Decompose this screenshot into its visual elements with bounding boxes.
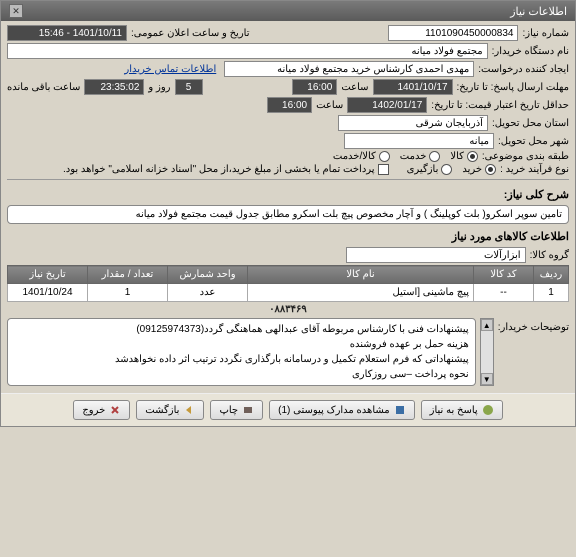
back-button[interactable]: بازگشت <box>136 400 204 420</box>
niaz-no-label: شماره نیاز: <box>522 28 569 39</box>
buyer-unit-field: مجتمع فولاد میانه <box>7 43 488 59</box>
buy-process-radio-group: خرید بازگیری <box>407 164 497 175</box>
category-radio-group: کالا خدمت کالا/خدمت <box>333 151 478 162</box>
print-icon <box>242 404 254 416</box>
obscured-overlay: ۰۸۸۳۴۶۹ <box>7 304 569 315</box>
reply-button[interactable]: پاسخ به نیاز <box>421 400 503 420</box>
contact-info-link[interactable]: اطلاعات تماس خریدار <box>120 63 220 76</box>
th-row: ردیف <box>534 266 569 284</box>
desc-title: شرح کلی نیاز: <box>504 188 569 201</box>
td-unit: عدد <box>168 284 248 302</box>
payment-check[interactable]: پرداخت تمام یا بخشی از مبلغ خرید،از محل … <box>63 164 389 175</box>
button-row: پاسخ به نیاز مشاهده مدارک پیوستی (1) چاپ… <box>1 393 575 426</box>
province-label: استان محل تحویل: <box>492 118 569 129</box>
table-row[interactable]: 1 -- پیچ ماشینی [استیل عدد 1 1401/10/24 <box>8 284 569 302</box>
td-date: 1401/10/24 <box>8 284 88 302</box>
buyer-notes-box: پیشنهادات فنی با کارشناس مربوطه آقای عبد… <box>7 318 476 386</box>
th-unit: واحد شمارش <box>168 266 248 284</box>
window: اطلاعات نیاز ✕ شماره نیاز: 1101090450000… <box>0 0 576 427</box>
td-name: پیچ ماشینی [استیل <box>248 284 474 302</box>
pub-datetime-label: تاریخ و ساعت اعلان عمومی: <box>131 28 250 39</box>
remaining-days-field: 5 <box>175 79 203 95</box>
radio-dot-icon <box>485 164 496 175</box>
th-qty: تعداد / مقدار <box>88 266 168 284</box>
province-field: آذربایجان شرقی <box>338 115 488 131</box>
td-qty: 1 <box>88 284 168 302</box>
td-row: 1 <box>534 284 569 302</box>
buyer-unit-label: نام دستگاه خریدار: <box>492 46 569 57</box>
price-validity-time: 16:00 <box>267 97 312 113</box>
radio-dot-icon <box>429 151 440 162</box>
radio-dot-icon <box>379 151 390 162</box>
exit-button[interactable]: خروج <box>73 400 130 420</box>
attachments-button[interactable]: مشاهده مدارک پیوستی (1) <box>269 400 415 420</box>
price-validity-date: 1402/01/17 <box>347 97 427 113</box>
th-code: کد کالا <box>474 266 534 284</box>
radio-khadamat[interactable]: خدمت <box>400 151 441 162</box>
close-icon[interactable]: ✕ <box>9 4 23 18</box>
desc-box: تامین سوپر اسکرو( بلت کوپلینگ ) و آچار م… <box>7 205 569 224</box>
buyer-notes-label: توضیحات خریدار: <box>498 318 569 333</box>
notes-line: هزینه حمل بر عهده فروشنده <box>14 337 469 352</box>
pub-datetime-field: 1401/10/11 - 15:46 <box>7 25 127 41</box>
radio-kharid[interactable]: خرید <box>462 164 496 175</box>
radio-dot-icon <box>467 151 478 162</box>
requester-label: ایجاد کننده درخواست: <box>478 64 569 75</box>
th-date: تاریخ نیاز <box>8 266 88 284</box>
notes-scrollbar[interactable]: ▲ ▼ <box>480 318 494 386</box>
titlebar: اطلاعات نیاز ✕ <box>1 1 575 21</box>
back-icon <box>183 404 195 416</box>
requester-field: مهدی احمدی کارشناس خرید مجتمع فولاد میان… <box>224 61 474 77</box>
separator <box>7 179 569 180</box>
attachment-icon <box>394 404 406 416</box>
reply-deadline-date: 1401/10/17 <box>373 79 453 95</box>
reply-deadline-label: مهلت ارسال پاسخ: تا تاریخ: <box>457 82 569 93</box>
th-name: نام کالا <box>248 266 474 284</box>
table-header-row: ردیف کد کالا نام کالا واحد شمارش تعداد /… <box>8 266 569 284</box>
saat-label-2: ساعت <box>316 100 343 111</box>
ruz-va-label: روز و <box>148 82 170 93</box>
exit-icon <box>109 404 121 416</box>
remaining-time-field: 23:35:02 <box>84 79 144 95</box>
price-validity-label: حداقل تاریخ اعتبار قیمت: تا تاریخ: <box>431 100 569 111</box>
radio-bargiri[interactable]: بازگیری <box>407 164 453 175</box>
goods-group-label: گروه کالا: <box>530 250 569 261</box>
form-area: شماره نیاز: 1101090450000834 تاریخ و ساع… <box>1 21 575 393</box>
notes-line: نحوه پرداخت –سی روزکاری <box>14 367 469 382</box>
items-table: ردیف کد کالا نام کالا واحد شمارش تعداد /… <box>7 265 569 302</box>
scroll-up-icon[interactable]: ▲ <box>481 319 493 331</box>
reply-deadline-time: 16:00 <box>292 79 337 95</box>
buy-process-label: نوع فرآیند خرید : <box>500 164 569 175</box>
obscured-text: ۰۸۸۳۴۶۹ <box>269 304 307 315</box>
radio-dot-icon <box>441 164 452 175</box>
remaining-suffix-label: ساعت باقی مانده <box>7 82 80 93</box>
city-field: میانه <box>344 133 494 149</box>
notes-line: پیشنهاداتی که فرم استعلام تکمیل و درساما… <box>14 352 469 367</box>
goods-group-field: ابزارآلات <box>346 247 526 263</box>
print-button[interactable]: چاپ <box>210 400 263 420</box>
window-title: اطلاعات نیاز <box>510 5 567 18</box>
saat-label-1: ساعت <box>341 82 368 93</box>
radio-kala[interactable]: کالا <box>450 151 478 162</box>
scroll-down-icon[interactable]: ▼ <box>481 373 493 385</box>
items-title: اطلاعات کالاهای مورد نیاز <box>452 230 569 243</box>
notes-line: پیشنهادات فنی با کارشناس مربوطه آقای عبد… <box>14 322 469 337</box>
niaz-no-field: 1101090450000834 <box>388 25 518 41</box>
city-label: شهر محل تحویل: <box>498 136 569 147</box>
reply-icon <box>482 404 494 416</box>
td-code: -- <box>474 284 534 302</box>
checkbox-icon <box>378 164 389 175</box>
radio-kala-khadamat[interactable]: کالا/خدمت <box>333 151 390 162</box>
category-label: طبقه بندی موضوعی: <box>482 151 569 162</box>
